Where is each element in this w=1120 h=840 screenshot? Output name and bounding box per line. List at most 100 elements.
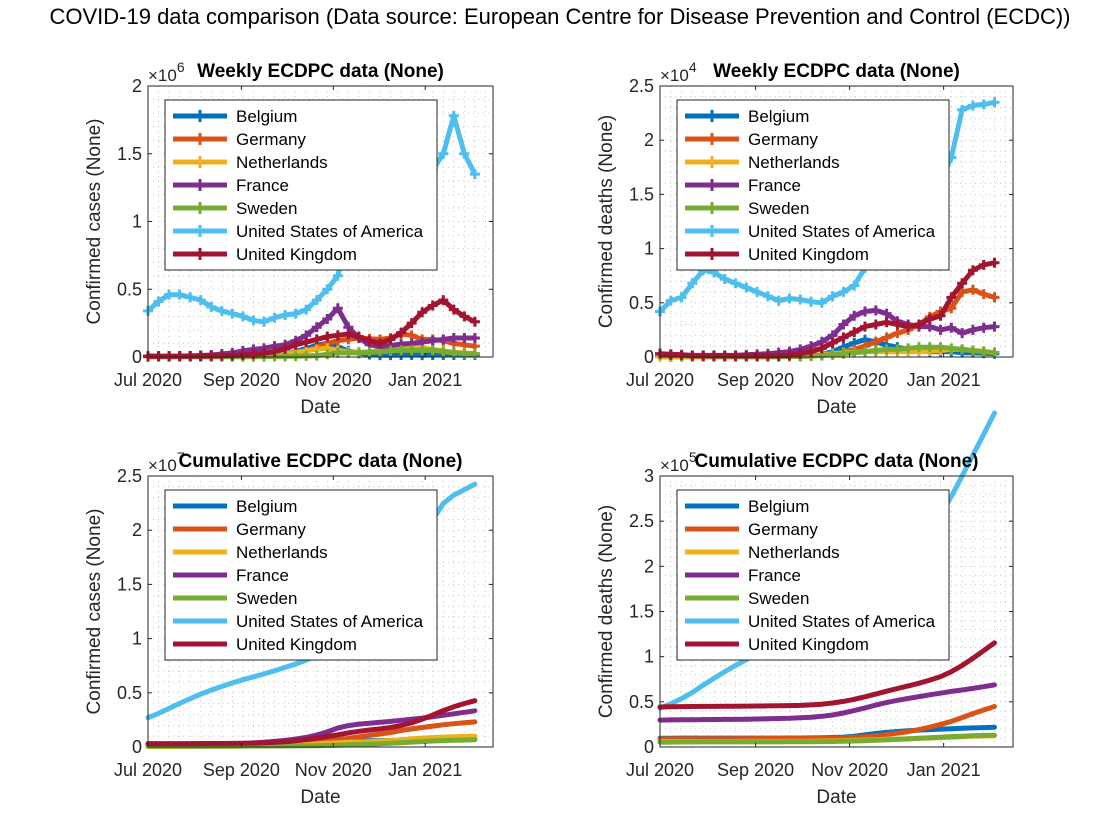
data-point-united-kingdom [752,350,763,361]
legend-marker [706,133,718,145]
y-tick-label: 0 [644,347,654,367]
data-point-sweden [406,345,417,356]
data-point-united-kingdom [708,350,719,361]
data-point-united-states-of-america [248,315,259,326]
data-point-france [448,333,459,344]
data-point-united-kingdom [375,338,386,349]
series-line-sweden [145,737,478,749]
legend: Belgium Germany Netherlands France Sweden Uni… [164,489,438,661]
data-point-sweden [343,347,354,358]
data-point-sweden [967,345,978,356]
y-tick-label: 2.5 [629,76,654,96]
y-tick-label: 1.5 [117,574,142,594]
data-point-united-states-of-america [849,280,860,291]
data-point-united-kingdom [438,295,449,306]
data-point-united-kingdom [417,307,428,318]
data-point-united-states-of-america [237,311,248,322]
data-point-united-kingdom [385,334,396,345]
data-point-united-kingdom [237,349,248,360]
data-point-united-states-of-america [227,308,238,319]
legend-entry-label: Netherlands [748,153,840,172]
legend-entry-label: France [236,566,289,585]
x-tick-label: Jul 2020 [114,370,182,390]
data-point-united-kingdom [227,350,238,361]
data-point-france [957,328,968,339]
data-point-france [322,314,333,325]
series-line-united-kingdom [657,640,997,710]
y-axis-label: Confirmed deaths (None) [596,115,617,328]
data-point-united-kingdom [719,350,730,361]
legend-marker [194,202,206,214]
x-tick-label: Nov 2020 [811,760,888,780]
legend-entry-label: Belgium [236,107,297,126]
data-point-united-kingdom [290,339,301,350]
legend-entry-label: United States of America [748,222,936,241]
y-axis-label: Confirmed cases (None) [84,119,105,325]
data-point-united-kingdom [870,319,881,330]
x-tick-label: Jan 2021 [388,370,462,390]
legend-marker [706,225,718,237]
y-tick-label: 2 [132,76,142,96]
data-point-sweden [364,347,375,358]
data-point-sweden [290,351,301,362]
series-line-france [657,682,997,723]
data-point-united-kingdom [698,350,709,361]
legend-marker [194,179,206,191]
panel-weekly-deaths: 0 0.5 1 1.5 2 2.5 Jul 2020 Sep 2020 Nov 2020 Jan … [596,59,1014,418]
data-point-united-states-of-america [259,316,270,327]
panel-cumulative-cases: 0 0.5 1 1.5 2 2.5 Jul 2020 Sep 2020 Nov 2020 Jan … [84,449,494,808]
data-point-united-kingdom [343,328,354,339]
data-point-france [438,334,449,345]
x-axis-label: Date [300,397,340,418]
legend-entry-label: Germany [748,130,818,149]
data-point-sweden [913,342,924,353]
figure-supertitle: COVID-19 data comparison (Data source: E… [49,4,1071,29]
legend: Belgium Germany Netherlands France Sweden Uni… [676,99,950,271]
data-point-united-kingdom [773,350,784,361]
data-point-sweden [322,349,333,360]
data-point-united-kingdom [687,350,698,361]
data-point-sweden [438,346,449,357]
legend-marker [194,110,206,122]
panel-weekly-cases: 0 0.5 1 1.5 2 Jul 2020 Sep 2020 Nov 2020 Jan 202… [84,59,494,418]
data-point-sweden [353,347,364,358]
data-point-united-states-of-america [762,291,773,302]
series-line-germany [657,704,997,742]
legend-entry-label: United Kingdom [236,245,357,264]
data-point-united-kingdom [280,343,291,354]
y-tick-label: 0 [132,737,142,757]
legend-entry-label: United Kingdom [748,245,869,264]
y-exponent-label: ×104 [660,59,697,85]
data-point-united-kingdom [665,349,676,360]
data-point-united-kingdom [427,300,438,311]
data-point-united-kingdom [206,350,217,361]
data-point-sweden [427,345,438,356]
series-line-united-kingdom [145,698,478,747]
data-point-united-states-of-america [195,295,206,306]
data-point-germany [870,336,881,347]
data-point-united-states-of-america [164,289,175,300]
y-exponent-label: ×106 [148,59,185,85]
data-point-france [860,306,871,317]
data-point-france [469,333,480,344]
axes-title: Weekly ECDPC data (None) [713,61,960,82]
y-exponent-label: ×105 [660,449,697,475]
data-point-france [946,322,957,333]
data-point-united-states-of-america [687,278,698,289]
data-point-united-kingdom [860,321,871,332]
data-point-germany [978,289,989,300]
data-point-united-kingdom [989,257,1000,268]
data-point-sweden [978,346,989,357]
data-point-united-kingdom [216,350,227,361]
data-point-united-kingdom [448,304,459,315]
y-tick-label: 2 [644,130,654,150]
data-point-united-kingdom [806,346,817,357]
data-point-united-states-of-america [290,308,301,319]
data-point-sweden [417,345,428,356]
legend-marker [194,248,206,260]
y-tick-label: 2.5 [117,466,142,486]
data-point-united-states-of-america [957,104,968,115]
data-point-france [881,308,892,319]
x-tick-label: Nov 2020 [295,370,372,390]
